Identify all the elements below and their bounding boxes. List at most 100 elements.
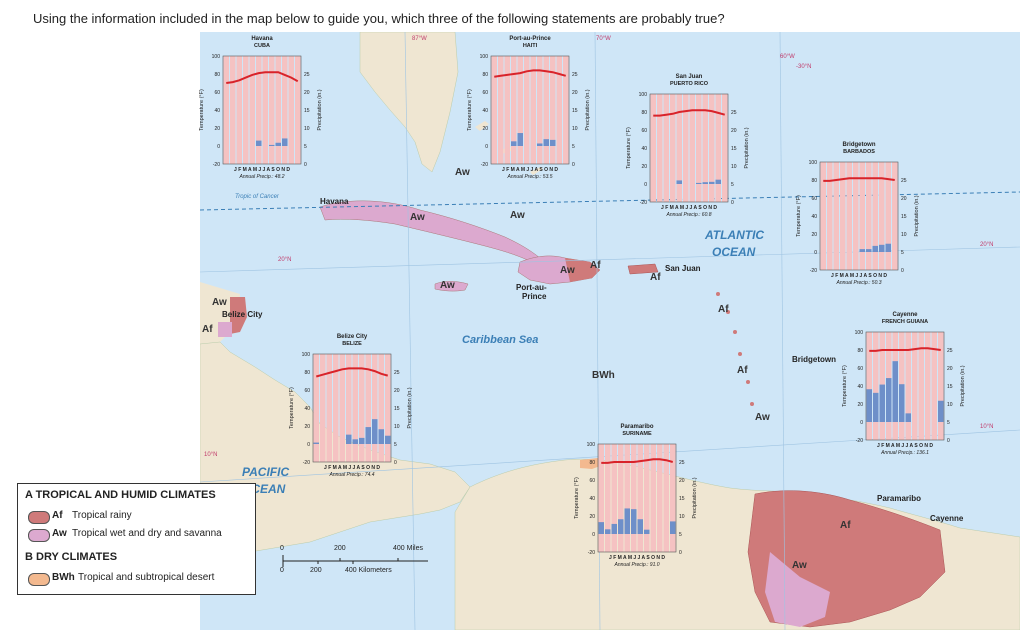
chart-month-bg (563, 56, 569, 164)
chart-month-bg (650, 94, 656, 202)
chart-month-bg (866, 332, 872, 440)
chart-month-bg (938, 332, 944, 440)
chart-title-city: Cayenne (892, 312, 918, 318)
chart-title-city: Belize City (337, 334, 368, 340)
chart-month-bg (702, 94, 708, 202)
legend-text-af: Tropical rainy (72, 510, 132, 521)
temp-tick-label: 0 (814, 250, 817, 256)
chart-month-bg (722, 94, 728, 202)
scale-km-200: 200 (310, 567, 322, 574)
precip-bar (702, 182, 708, 184)
city-belize: Belize City (222, 310, 263, 319)
temp-tick-label: 80 (482, 72, 488, 78)
precip-bar (598, 522, 604, 534)
chart-month-bg (543, 56, 549, 164)
chart-month-bg (491, 56, 497, 164)
legend-swatch-af (28, 511, 50, 524)
climate-chart-bridgetown: Bridgetown BARBADOS 100 80 60 40 20 0 -20 25 20 15 1… (792, 138, 922, 308)
chart-month-bg (689, 94, 695, 202)
city-paramaribo: Paramaribo (877, 494, 922, 503)
longitude-60-label: 60°W (780, 54, 795, 60)
temp-tick-label: 100 (302, 352, 311, 358)
months-label: J F M A M J J A S O N D (324, 465, 380, 471)
chart-title-city: Paramaribo (620, 424, 653, 430)
temp-tick-label: 100 (809, 160, 818, 166)
climate-label-aw: Aw (755, 412, 770, 423)
precip-bar (715, 179, 721, 184)
chart-month-bg (885, 162, 891, 270)
chart-month-bg (827, 162, 833, 270)
chart-title-country: BARBADOS (843, 149, 875, 155)
precip-tick-label: 10 (731, 164, 737, 170)
precip-tick-label: 15 (947, 384, 953, 390)
climate-label-af: Af (590, 260, 601, 271)
temperature-line (653, 109, 726, 117)
chart-title-country: BELIZE (342, 341, 362, 347)
temp-tick-label: 0 (307, 442, 310, 448)
chart-month-bg (631, 444, 637, 552)
chart-month-bg (275, 56, 281, 164)
precip-tick-label: 20 (394, 388, 400, 394)
precip-tick-label: 25 (304, 72, 310, 78)
precip-tick-label: 0 (947, 438, 950, 444)
precip-tick-label: 0 (304, 162, 307, 168)
precip-bar (282, 138, 288, 146)
atlantic-label-2: OCEAN (712, 245, 756, 259)
precip-tick-label: 25 (947, 348, 953, 354)
precip-bar (879, 244, 885, 252)
months-label: J F M A M J J A S O N D (502, 167, 558, 173)
temp-tick-label: 100 (212, 54, 221, 60)
legend-text-aw: Tropical wet and dry and savanna (72, 528, 222, 539)
temp-tick-label: 60 (482, 90, 488, 96)
precip-bar (346, 434, 352, 444)
chart-title-country: FRENCH GUIANA (882, 319, 928, 325)
legend-code-af: Af (52, 510, 63, 521)
precip-tick-label: 5 (679, 532, 682, 538)
city-port-au-prince-1: Port-au- (516, 283, 547, 292)
temp-tick-label: 40 (482, 108, 488, 114)
precip-tick-label: 20 (731, 128, 737, 134)
chart-month-bg (918, 332, 924, 440)
chart-month-bg (365, 354, 371, 462)
climate-chart-belize: Belize City BELIZE 100 80 60 40 20 0 -20 25 20 15 10… (285, 330, 415, 500)
latitude-10-right-label: 10°N (980, 424, 994, 430)
scale-mile-0: 0 (280, 545, 284, 552)
chart-month-bg (866, 162, 872, 270)
chart-month-bg (644, 444, 650, 552)
chart-month-bg (931, 332, 937, 440)
city-cayenne: Cayenne (930, 514, 964, 523)
chart-month-bg (840, 162, 846, 270)
temp-tick-label: 80 (589, 460, 595, 466)
precip-bar (275, 142, 281, 146)
chart-month-bg (618, 444, 624, 552)
climate-label-aw: Aw (792, 560, 807, 571)
precip-tick-label: 5 (901, 250, 904, 256)
chart-month-bg (346, 354, 352, 462)
chart-month-bg (605, 444, 611, 552)
climate-label-aw: Aw (410, 212, 425, 223)
precip-bar (859, 249, 865, 252)
temp-tick-label: 100 (855, 330, 864, 336)
temp-tick-label: 40 (214, 108, 220, 114)
map-background (200, 32, 1020, 630)
climate-label-af: Af (202, 324, 213, 335)
climate-label-bwh: BWh (592, 370, 615, 381)
chart-month-bg (359, 354, 365, 462)
latitude-20-right-label: 20°N (980, 242, 994, 248)
chart-month-bg (670, 444, 676, 552)
chart-month-bg (912, 332, 918, 440)
temp-tick-label: 100 (639, 92, 648, 98)
precip-axis-label: Precipitation (in.) (585, 89, 591, 130)
climate-label-af: Af (737, 365, 748, 376)
precip-bar (866, 389, 872, 422)
climate-label-af: Af (650, 272, 661, 283)
climate-label-aw: Aw (560, 265, 575, 276)
temperature-line (226, 71, 299, 84)
city-san-juan: San Juan (665, 264, 701, 273)
precip-tick-label: 5 (572, 144, 575, 150)
legend-swatch-bwh (28, 573, 50, 586)
precip-bar (872, 245, 878, 252)
chart-title-city: San Juan (676, 74, 703, 80)
chart-title-country: SURINAME (622, 431, 652, 437)
temp-tick-label: 60 (304, 388, 310, 394)
